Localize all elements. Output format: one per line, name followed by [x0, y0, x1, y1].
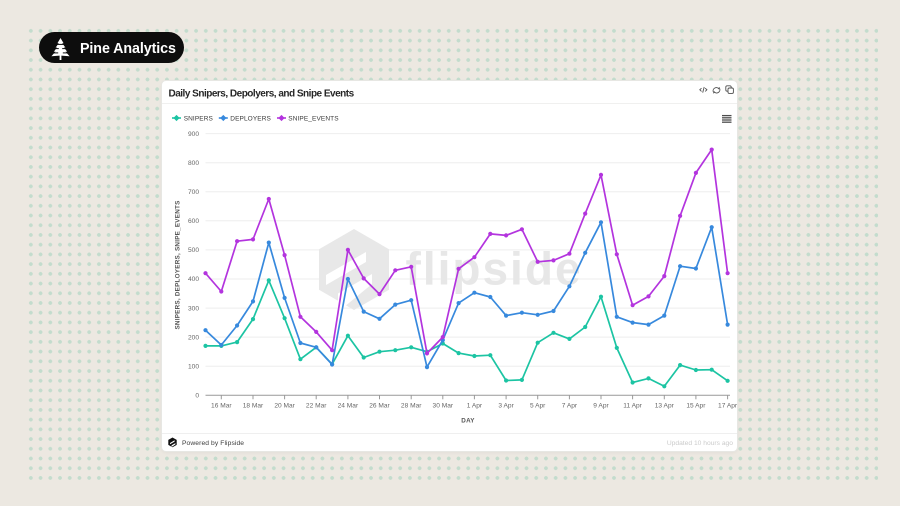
svg-text:26 Mar: 26 Mar — [369, 403, 390, 410]
svg-text:500: 500 — [188, 247, 199, 254]
svg-text:24 Mar: 24 Mar — [338, 403, 359, 410]
svg-text:28 Mar: 28 Mar — [401, 403, 422, 410]
svg-text:SNIPERS, DEPLOYERS, SNIPE_EVEN: SNIPERS, DEPLOYERS, SNIPE_EVENTS — [175, 200, 182, 329]
svg-text:800: 800 — [188, 160, 199, 167]
svg-text:16 Mar: 16 Mar — [211, 403, 232, 410]
svg-text:13 Apr: 13 Apr — [655, 403, 675, 410]
svg-text:400: 400 — [188, 276, 199, 283]
svg-text:600: 600 — [188, 218, 199, 225]
svg-text:900: 900 — [188, 131, 199, 138]
svg-text:DEPLOYERS: DEPLOYERS — [230, 115, 271, 122]
svg-text:20 Mar: 20 Mar — [274, 403, 295, 410]
svg-text:flipside: flipside — [406, 243, 583, 295]
svg-text:30 Mar: 30 Mar — [433, 403, 454, 410]
svg-text:11 Apr: 11 Apr — [623, 403, 642, 410]
svg-text:17 Apr: 17 Apr — [718, 403, 738, 410]
svg-text:5 Apr: 5 Apr — [530, 403, 546, 410]
svg-text:1 Apr: 1 Apr — [467, 403, 483, 410]
svg-text:Updated 10 hours ago: Updated 10 hours ago — [667, 440, 733, 447]
svg-text:15 Apr: 15 Apr — [686, 403, 706, 410]
svg-text:Daily Snipers, Depolyers, and: Daily Snipers, Depolyers, and Snipe Even… — [169, 89, 355, 100]
svg-text:3 Apr: 3 Apr — [498, 403, 514, 410]
svg-text:Powered by Flipside: Powered by Flipside — [182, 440, 244, 447]
svg-text:100: 100 — [188, 363, 199, 370]
svg-text:300: 300 — [188, 305, 199, 312]
svg-text:SNIPE_EVENTS: SNIPE_EVENTS — [288, 115, 339, 122]
svg-text:7 Apr: 7 Apr — [562, 403, 578, 410]
svg-text:22 Mar: 22 Mar — [306, 403, 327, 410]
svg-text:DAY: DAY — [461, 418, 475, 425]
svg-text:200: 200 — [188, 334, 199, 341]
svg-text:SNIPERS: SNIPERS — [184, 115, 214, 122]
svg-text:700: 700 — [188, 189, 199, 196]
svg-text:18 Mar: 18 Mar — [243, 403, 264, 410]
svg-text:9 Apr: 9 Apr — [593, 403, 609, 410]
svg-text:0: 0 — [195, 393, 199, 400]
